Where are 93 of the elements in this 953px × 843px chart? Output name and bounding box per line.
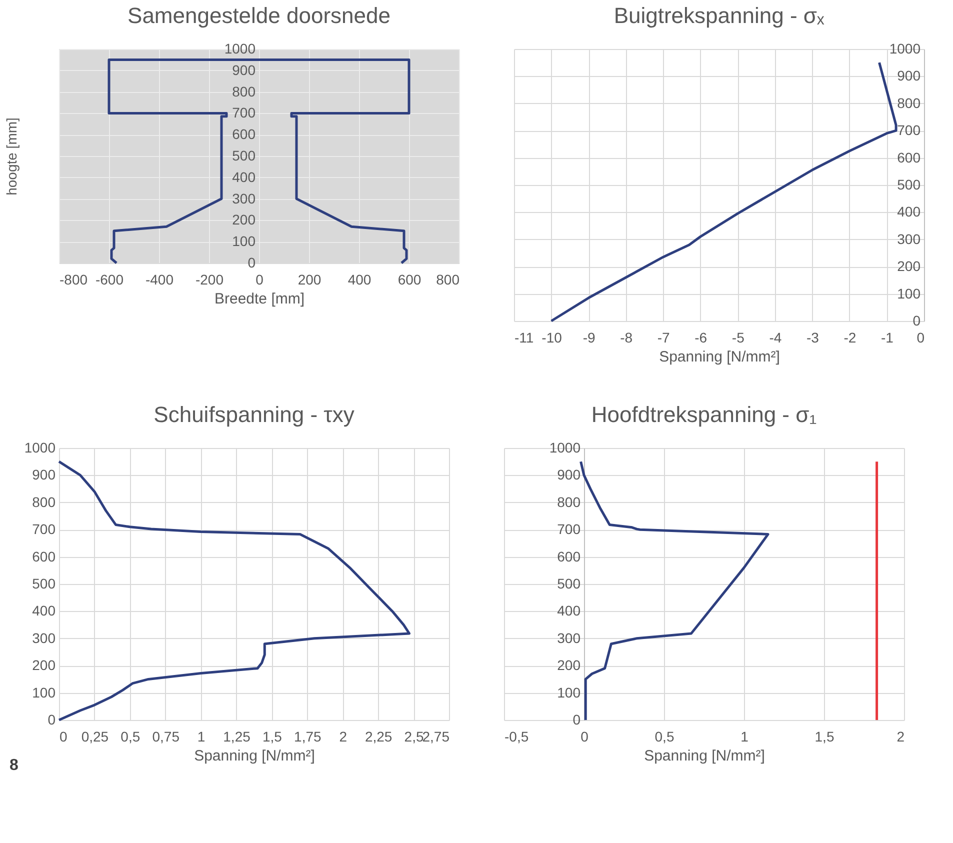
y-tick-label: 500 [897, 176, 921, 192]
y-tick-label: 500 [32, 576, 56, 592]
y-tick-label: 700 [897, 122, 921, 138]
x-tick-label: 2,25 [364, 728, 392, 744]
x-tick-label: 400 [348, 272, 372, 288]
y-tick-label: 200 [232, 212, 256, 228]
y-tick-label: 400 [557, 602, 581, 619]
x-tick-label: -200 [195, 272, 224, 288]
y-tick-label: 500 [557, 576, 581, 592]
line-series [550, 61, 898, 322]
chart-title: Schuifspanning - τxy [154, 402, 354, 427]
y-tick-label: 300 [232, 190, 256, 206]
x-axis-title: Spanning [N/mm²] [659, 348, 780, 366]
x-axis-title: Breedte [mm] [214, 290, 305, 308]
y-tick-label: 800 [232, 83, 256, 100]
y-tick-label: 200 [32, 657, 56, 674]
y-tick-label: 1000 [24, 440, 56, 456]
y-tick-label: 900 [557, 466, 581, 483]
x-tick-label: -11 [514, 330, 534, 346]
y-axis-title: hoogte [mm] [4, 118, 20, 196]
x-tick-label: 0 [60, 728, 68, 744]
x-tick-label: 1,5 [814, 728, 834, 744]
y-tick-label: 600 [32, 548, 56, 564]
y-tick-label: 100 [232, 233, 256, 250]
x-tick-label: -9 [582, 330, 596, 346]
x-tick-label: -10 [542, 330, 562, 346]
x-tick-label: 0,25 [81, 728, 109, 744]
y-tick-label: 300 [897, 230, 921, 247]
x-axis-title: Spanning [N/mm²] [644, 748, 765, 764]
y-tick-label: 100 [32, 684, 56, 700]
y-tick-label: 300 [32, 630, 56, 646]
y-tick-label: 200 [557, 657, 581, 674]
chart-title: Buigtrekspanning - σₓ [614, 3, 825, 28]
x-tick-label: 200 [298, 272, 322, 288]
x-tick-label: -5 [732, 330, 745, 346]
x-tick-label: 1 [197, 728, 206, 744]
x-tick-label: 600 [398, 272, 422, 288]
y-tick-label: 400 [897, 204, 921, 220]
x-tick-label: 0,5 [120, 728, 140, 744]
x-tick-label: -600 [95, 272, 124, 288]
y-tick-label: 600 [232, 126, 256, 142]
y-tick-label: 1000 [224, 40, 256, 56]
y-tick-label: 700 [232, 104, 256, 121]
x-tick-label: 2,5 [404, 728, 424, 744]
x-tick-label: -6 [694, 330, 708, 346]
y-tick-label: 400 [32, 602, 56, 619]
y-tick-label: 0 [248, 254, 256, 270]
x-axis-title: Spanning [N/mm²] [194, 748, 315, 764]
line-series [580, 460, 770, 722]
chart-title: Hoofdtrekspanning - σ₁ [591, 402, 817, 427]
y-tick-label: 900 [32, 466, 56, 483]
x-tick-label: -4 [769, 330, 782, 346]
y-tick-label: 700 [32, 521, 56, 538]
x-tick-label: 0,75 [152, 728, 180, 744]
y-tick-label: 800 [897, 94, 921, 111]
x-tick-label: -7 [657, 330, 670, 346]
y-tick-label: 900 [897, 68, 921, 84]
x-tick-label: 0,5 [654, 728, 674, 744]
x-tick-label: 2 [896, 728, 905, 744]
y-tick-label: 800 [32, 494, 56, 510]
x-tick-label: -0,5 [504, 728, 529, 744]
y-tick-label: 700 [557, 521, 581, 538]
y-tick-label: 600 [557, 548, 581, 564]
y-tick-label: 400 [232, 168, 256, 185]
x-tick-label: -2 [844, 330, 856, 346]
y-tick-label: 1000 [549, 440, 581, 456]
y-tick-label: 0 [48, 712, 56, 728]
y-tick-label: 300 [557, 630, 581, 646]
y-tick-label: 1000 [889, 40, 921, 56]
x-tick-label: -3 [806, 330, 820, 346]
x-tick-label: 800 [436, 272, 460, 288]
chart-title: Samengestelde doorsnede [128, 3, 390, 28]
y-tick-label: 600 [897, 149, 921, 166]
x-tick-label: -400 [145, 272, 174, 288]
y-tick-label: 100 [897, 285, 921, 302]
x-tick-label: 1,25 [223, 728, 251, 744]
y-tick-label: 500 [232, 148, 256, 164]
x-tick-label: -1 [881, 330, 894, 346]
line-series [58, 460, 411, 722]
y-tick-label: 100 [557, 684, 581, 700]
x-tick-label: 2 [339, 728, 348, 744]
x-tick-label: -8 [620, 330, 633, 346]
y-tick-label: 200 [897, 258, 921, 274]
y-tick-label: 0 [572, 712, 581, 728]
y-tick-label: 0 [912, 312, 921, 328]
x-tick-label: 1,75 [294, 728, 322, 744]
y-tick-label: 900 [232, 62, 256, 78]
text: 8 [10, 757, 19, 774]
x-tick-label: 1,5 [262, 728, 282, 744]
x-tick-label: -800 [60, 272, 88, 288]
x-tick-label: 1 [740, 728, 749, 744]
y-tick-label: 800 [557, 494, 581, 510]
x-tick-label: 2,75 [422, 728, 450, 744]
